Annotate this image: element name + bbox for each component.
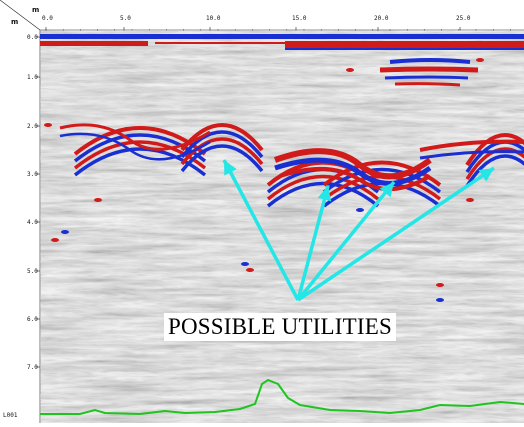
hyperbola-band bbox=[73, 133, 207, 163]
reflection-band bbox=[274, 157, 432, 186]
y-tick-label: 4.0 bbox=[27, 219, 38, 226]
hyperbola-band bbox=[465, 147, 524, 180]
corner-y-unit: m bbox=[11, 18, 18, 26]
callout-arrow-shaft bbox=[296, 185, 330, 301]
hyperbola-band bbox=[266, 174, 380, 201]
corner-x-unit: m bbox=[32, 6, 39, 14]
surface-band-red-right bbox=[285, 41, 524, 48]
line-id-label: L001 bbox=[3, 412, 18, 419]
hyperbola-band bbox=[73, 147, 207, 177]
callout-arrows bbox=[222, 159, 495, 302]
reflection-band bbox=[59, 123, 211, 151]
y-tick-label: 2.0 bbox=[27, 123, 38, 130]
possible-utilities-label: POSSIBLE UTILITIES bbox=[164, 313, 397, 341]
speckle bbox=[61, 230, 69, 234]
callout-arrowhead bbox=[478, 168, 494, 182]
x-tick-label: 20.0 bbox=[374, 15, 389, 22]
speckle bbox=[241, 262, 249, 266]
hyperbola-band bbox=[322, 167, 442, 194]
speckle bbox=[476, 58, 484, 62]
hyperbola-band bbox=[180, 137, 264, 166]
shallow-layers bbox=[379, 58, 479, 87]
x-tick-label: 10.0 bbox=[206, 15, 221, 22]
x-tick-label: 5.0 bbox=[120, 15, 131, 22]
callout-arrow-shaft bbox=[296, 180, 396, 302]
x-tick-label: 0.0 bbox=[42, 15, 53, 22]
surface-band-blue-right bbox=[285, 48, 524, 50]
corner-diagonal bbox=[0, 0, 41, 31]
y-tick-label: 7.0 bbox=[27, 364, 38, 371]
y-tick-label: 3.0 bbox=[27, 171, 38, 178]
hyperbola-band bbox=[180, 144, 264, 173]
speckle bbox=[94, 198, 102, 202]
callout-arrowhead bbox=[317, 186, 332, 202]
y-tick-label: 0.0 bbox=[27, 34, 38, 41]
y-tick-label: 6.0 bbox=[27, 316, 38, 323]
hyperbola-band bbox=[180, 130, 264, 159]
speckle bbox=[51, 238, 59, 242]
surface-band-blue bbox=[40, 34, 524, 39]
reflection-band bbox=[59, 132, 211, 161]
speckle bbox=[246, 268, 254, 272]
radargram-texture-fine bbox=[40, 30, 524, 423]
callout-arrowhead bbox=[224, 160, 237, 176]
speckle bbox=[346, 68, 354, 72]
speckle bbox=[356, 208, 364, 212]
callout-arrow-shaft bbox=[222, 159, 300, 301]
speckle bbox=[436, 283, 444, 287]
speckle bbox=[466, 198, 474, 202]
y-tick-label: 5.0 bbox=[27, 268, 38, 275]
y-axis-ticks: 0.0 1.0 2.0 3.0 4.0 5.0 6.0 7.0 bbox=[27, 34, 40, 371]
callout-arrowhead bbox=[379, 182, 394, 198]
radargram-image bbox=[40, 30, 524, 423]
x-tick-label: 15.0 bbox=[292, 15, 307, 22]
reflection-band bbox=[279, 166, 432, 192]
signal-trace-line bbox=[40, 378, 524, 416]
reflection-band bbox=[419, 150, 524, 160]
hyperbola-reflections bbox=[59, 123, 524, 208]
reflection-speckles bbox=[44, 58, 484, 302]
x-axis-ticks: 0.0 5.0 10.0 15.0 20.0 25.0 bbox=[42, 15, 511, 31]
reflection-band bbox=[273, 148, 432, 180]
callout-arrow-shaft bbox=[297, 166, 495, 302]
reflection-band bbox=[419, 139, 524, 152]
hyperbola-band bbox=[73, 140, 207, 170]
speckle bbox=[44, 123, 52, 127]
speckle bbox=[436, 298, 444, 302]
surface-band-red-mid bbox=[155, 42, 285, 44]
x-tick-label: 25.0 bbox=[456, 15, 471, 22]
hyperbola-band bbox=[465, 154, 524, 187]
y-tick-label: 1.0 bbox=[27, 74, 38, 81]
surface-band-red-left bbox=[40, 41, 148, 46]
